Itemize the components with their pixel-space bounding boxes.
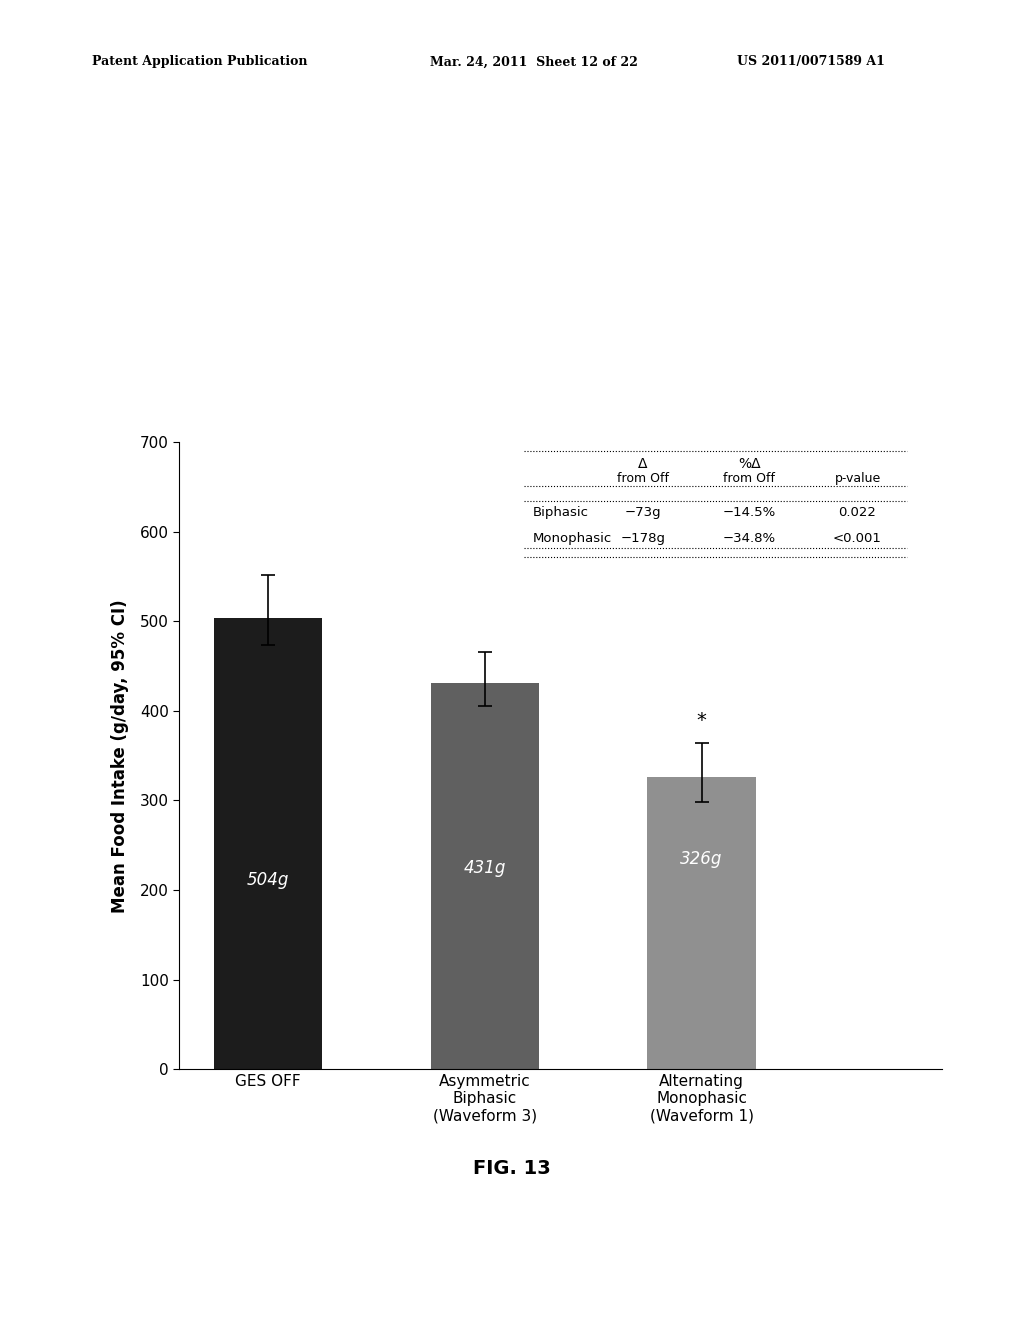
Bar [214, 618, 323, 1069]
Text: 0.022: 0.022 [839, 506, 877, 519]
Text: 431g: 431g [464, 859, 506, 878]
Text: Biphasic: Biphasic [532, 506, 589, 519]
Text: %Δ: %Δ [738, 457, 761, 471]
Text: Patent Application Publication: Patent Application Publication [92, 55, 307, 69]
Text: −34.8%: −34.8% [723, 532, 776, 545]
Text: US 2011/0071589 A1: US 2011/0071589 A1 [737, 55, 885, 69]
Text: <0.001: <0.001 [834, 532, 882, 545]
Text: −73g: −73g [625, 506, 662, 519]
Text: −178g: −178g [621, 532, 666, 545]
Text: Monophasic: Monophasic [532, 532, 611, 545]
Text: from Off: from Off [723, 473, 775, 486]
Y-axis label: Mean Food Intake (g/day, 95% CI): Mean Food Intake (g/day, 95% CI) [111, 599, 129, 912]
Text: from Off: from Off [617, 473, 669, 486]
Text: *: * [696, 710, 707, 730]
Bar [431, 684, 539, 1069]
Text: −14.5%: −14.5% [723, 506, 776, 519]
Text: Mar. 24, 2011  Sheet 12 of 22: Mar. 24, 2011 Sheet 12 of 22 [430, 55, 638, 69]
Text: 504g: 504g [247, 871, 289, 888]
Text: 326g: 326g [680, 850, 723, 869]
Text: p-value: p-value [835, 473, 881, 486]
Text: FIG. 13: FIG. 13 [473, 1159, 551, 1177]
Text: Δ: Δ [638, 457, 648, 471]
Bar [647, 777, 756, 1069]
